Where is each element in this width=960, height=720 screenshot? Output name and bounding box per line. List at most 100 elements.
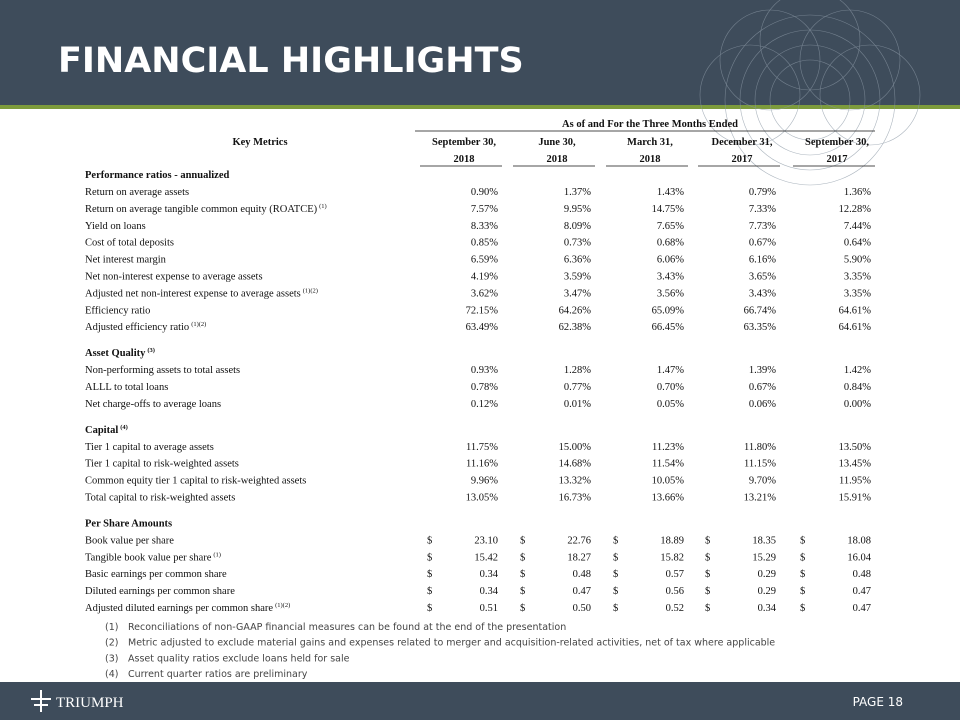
superscript: (1) (319, 203, 327, 210)
cell-value: 11.15% (744, 459, 776, 470)
cell-value: 15.42 (474, 552, 498, 563)
row-label: Tier 1 capital to average assets (85, 442, 214, 453)
row-label-text: Net non-interest expense to average asse… (85, 272, 263, 283)
currency-sign: $ (705, 603, 710, 614)
cell-value: 6.16% (749, 255, 776, 266)
column-year: 2017 (827, 154, 848, 165)
cell-value: 18.27 (567, 552, 591, 563)
cell-value: 0.77% (564, 382, 591, 393)
cell-value: 0.51 (480, 603, 498, 614)
column-header: December 31, (711, 137, 772, 148)
cell-value: 0.05% (657, 399, 684, 410)
cell-value: 9.96% (471, 476, 498, 487)
row-label-text: Net interest margin (85, 255, 167, 266)
cell-value: 64.61% (839, 322, 872, 333)
cell-value: 3.62% (471, 288, 498, 299)
cell-value: 1.36% (844, 187, 871, 198)
row-label: Adjusted diluted earnings per common sha… (85, 602, 290, 614)
cell-value: 8.09% (564, 221, 591, 232)
section-title-text: Performance ratios - annualized (85, 170, 230, 181)
cell-value: 0.84% (844, 382, 871, 393)
row-label: Cost of total deposits (85, 238, 174, 249)
cell-value: 0.48 (573, 569, 591, 580)
cell-value: 3.35% (844, 288, 871, 299)
row-label-text: Basic earnings per common share (85, 569, 227, 580)
footnote-number: (1) (105, 622, 118, 633)
cell-value: 3.59% (564, 272, 591, 283)
cell-value: 18.08 (847, 535, 871, 546)
column-header: June 30, (538, 137, 576, 148)
logo-mark (31, 690, 51, 712)
cell-value: 13.05% (466, 493, 499, 504)
footnote-number: (4) (105, 669, 118, 680)
currency-sign: $ (520, 552, 525, 563)
cell-value: 22.76 (567, 535, 591, 546)
header-bar (0, 0, 960, 105)
row-label-text: Diluted earnings per common share (85, 586, 235, 597)
cell-value: 1.39% (749, 365, 776, 376)
row-label: Return on average tangible common equity… (85, 203, 327, 215)
cell-value: 18.35 (752, 535, 776, 546)
title: FINANCIAL HIGHLIGHTS (58, 41, 524, 81)
row-label: Common equity tier 1 capital to risk-wei… (85, 476, 306, 487)
cell-value: 3.43% (657, 272, 684, 283)
cell-value: 13.45% (839, 459, 872, 470)
column-year: 2018 (454, 154, 475, 165)
row-label-text: ALLL to total loans (85, 382, 168, 393)
cell-value: 63.49% (466, 322, 499, 333)
row-label-text: Return on average assets (85, 187, 189, 198)
cell-value: 0.34 (480, 569, 499, 580)
cell-value: 7.33% (749, 204, 776, 215)
cell-value: 0.56 (666, 586, 684, 597)
currency-sign: $ (705, 569, 710, 580)
cell-value: 1.43% (657, 187, 684, 198)
cell-value: 0.67% (749, 238, 776, 249)
rosette (699, 0, 921, 186)
key-label: Key Metrics (232, 137, 287, 148)
cell-value: 18.89 (660, 535, 684, 546)
row-label-text: Adjusted diluted earnings per common sha… (85, 603, 273, 614)
row-label: Yield on loans (85, 221, 146, 232)
footnote-text: Asset quality ratios exclude loans held … (128, 653, 350, 664)
currency-sign: $ (800, 603, 805, 614)
currency-sign: $ (800, 535, 805, 546)
cell-value: 66.74% (744, 305, 777, 316)
row-label: Efficiency ratio (85, 305, 150, 316)
cell-value: 0.78% (471, 382, 498, 393)
cell-value: 0.85% (471, 238, 498, 249)
section-title: Capital (4) (85, 424, 128, 436)
cell-value: 11.80% (744, 442, 776, 453)
column-header: September 30, (805, 137, 869, 148)
cell-value: 0.34 (758, 603, 777, 614)
currency-sign: $ (520, 586, 525, 597)
section-title: Performance ratios - annualized (85, 170, 230, 181)
cell-value: 6.36% (564, 255, 591, 266)
currency-sign: $ (800, 569, 805, 580)
currency-sign: $ (800, 552, 805, 563)
cell-value: 62.38% (559, 322, 592, 333)
cell-value: 0.52 (666, 603, 684, 614)
row-label: Book value per share (85, 535, 174, 546)
currency-sign: $ (520, 569, 525, 580)
section-title-text: Per Share Amounts (85, 518, 172, 529)
row-label: Net charge-offs to average loans (85, 399, 221, 410)
cell-value: 16.73% (559, 493, 592, 504)
cell-value: 15.91% (839, 493, 872, 504)
cell-value: 0.64% (844, 238, 871, 249)
section-title: Asset Quality (3) (85, 347, 155, 359)
cell-value: 3.65% (749, 272, 776, 283)
cell-value: 0.68% (657, 238, 684, 249)
cell-value: 15.29 (752, 552, 776, 563)
cell-value: 1.42% (844, 365, 871, 376)
currency-sign: $ (427, 603, 432, 614)
superscript: (3) (147, 347, 155, 354)
logo-text: TRIUMPH (56, 695, 124, 711)
cell-value: 3.35% (844, 272, 871, 283)
row-label-text: Book value per share (85, 535, 174, 546)
currency-sign: $ (613, 569, 618, 580)
cell-value: 0.70% (657, 382, 684, 393)
cell-value: 3.43% (749, 288, 776, 299)
currency-sign: $ (427, 586, 432, 597)
row-label-text: Cost of total deposits (85, 238, 174, 249)
